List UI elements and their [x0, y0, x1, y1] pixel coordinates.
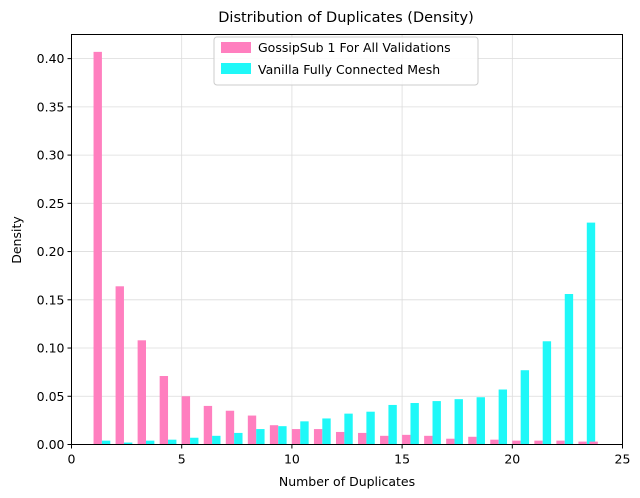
x-tick-label: 0	[68, 452, 76, 467]
gossipsub-bar	[115, 286, 124, 445]
x-axis-ticks: 0 5 10 15 20 25	[68, 444, 631, 467]
vanilla-bar	[454, 399, 463, 445]
gossipsub-bar	[468, 436, 477, 445]
vanilla-bar	[145, 440, 155, 445]
gossipsub-bar	[181, 396, 191, 445]
vanilla-bar	[278, 426, 287, 445]
vanilla-bar	[101, 440, 111, 445]
legend: GossipSub 1 For All Validations Vanilla …	[213, 36, 479, 86]
vanilla-bar	[322, 418, 331, 445]
gossipsub-bar	[225, 410, 235, 445]
y-tick-label: 0.20	[37, 244, 65, 259]
vanilla-bar	[542, 341, 552, 445]
vanilla-bar	[388, 404, 397, 445]
x-axis-label: Number of Duplicates	[279, 474, 415, 489]
y-tick-label: 0.15	[37, 292, 65, 307]
vanilla-bar	[190, 437, 199, 445]
gossipsub-bar	[512, 440, 521, 445]
x-tick-label: 5	[178, 452, 186, 467]
gossipsub-bar	[578, 441, 587, 445]
vanilla-bar	[410, 403, 419, 445]
vanilla-bar	[432, 401, 441, 445]
legend-box	[213, 36, 479, 86]
plot-frame	[71, 34, 623, 445]
vanilla-bar	[234, 432, 243, 445]
gossipsub-bar	[159, 376, 169, 445]
vanilla-bar	[366, 411, 375, 445]
vanilla-bar	[564, 294, 574, 445]
y-axis-ticks: 0.00 0.05 0.10 0.15 0.20 0.25 0.30 0.35 0.40	[37, 51, 72, 452]
legend-swatch-vanilla	[221, 63, 251, 74]
gossipsub-bar	[358, 432, 367, 445]
y-tick-label: 0.40	[37, 51, 65, 66]
gossipsub-bar	[335, 431, 345, 445]
gossipsub-bar	[589, 441, 598, 445]
gossipsub-bar	[446, 438, 455, 445]
vanilla-bar	[256, 429, 265, 445]
y-tick-label: 0.05	[37, 389, 65, 404]
y-tick-label: 0.25	[37, 196, 65, 211]
legend-label-gossipsub: GossipSub 1 For All Validations	[258, 40, 451, 55]
gossipsub-bar	[424, 435, 433, 445]
gossipsub-bar	[380, 435, 389, 445]
gossipsub-bar	[556, 440, 565, 445]
gossipsub-bar	[291, 429, 301, 445]
y-tick-label: 0.00	[37, 437, 65, 452]
legend-swatch-gossipsub	[221, 42, 251, 53]
gossipsub-bar	[490, 439, 499, 445]
gossipsub-bar	[313, 429, 323, 445]
gossipsub-bar	[247, 415, 257, 445]
vanilla-bar	[123, 442, 133, 445]
x-tick-label: 20	[504, 452, 520, 467]
grid-lines	[71, 34, 623, 445]
y-tick-label: 0.10	[37, 341, 65, 356]
vanilla-bar	[168, 439, 177, 445]
gossipsub-bar	[203, 405, 213, 445]
gossipsub-bar	[269, 425, 279, 445]
vanilla-bar	[498, 389, 508, 445]
vanilla-bar	[586, 222, 596, 445]
vanilla-bar	[520, 370, 530, 445]
gossipsub-bar	[137, 340, 146, 445]
vanilla-bar	[212, 435, 221, 445]
x-tick-label: 15	[394, 452, 410, 467]
gossipsub-bar	[534, 440, 543, 445]
legend-label-vanilla: Vanilla Fully Connected Mesh	[258, 62, 440, 77]
y-tick-label: 0.30	[37, 148, 65, 163]
gossipsub-bar	[402, 434, 411, 445]
vanilla-bar	[300, 421, 309, 445]
vanilla-bar	[476, 397, 485, 445]
vanilla-bar	[344, 413, 353, 445]
y-tick-label: 0.35	[37, 99, 65, 114]
bars	[93, 51, 598, 445]
chart-title: Distribution of Duplicates (Density)	[218, 10, 473, 26]
y-axis-label: Density	[9, 216, 24, 264]
gossipsub-bar	[93, 51, 102, 445]
x-tick-label: 10	[284, 452, 300, 467]
x-tick-label: 25	[615, 452, 631, 467]
